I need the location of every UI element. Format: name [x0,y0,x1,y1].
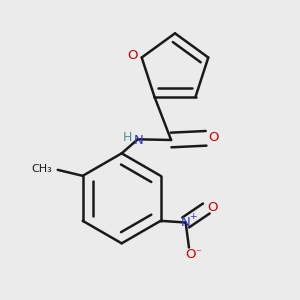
Text: O: O [208,131,219,144]
Text: H: H [122,131,132,144]
Text: N: N [134,134,144,147]
Text: CH₃: CH₃ [31,164,52,174]
Text: +: + [189,212,197,221]
Text: O: O [185,248,196,261]
Text: O: O [208,201,218,214]
Text: ⁻: ⁻ [195,248,201,259]
Text: O: O [127,50,138,62]
Text: N: N [181,216,190,229]
